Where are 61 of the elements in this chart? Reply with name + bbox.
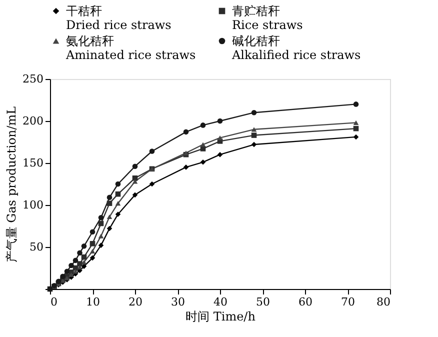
point	[115, 201, 121, 206]
point	[81, 260, 87, 264]
point	[132, 192, 138, 198]
y-tick-label: 200	[22, 114, 44, 128]
x-axis-title: 时间 Time/h	[186, 310, 256, 324]
point	[106, 226, 112, 232]
point	[132, 164, 138, 169]
y-axis-title: 产气量 Gas production/mL	[4, 106, 19, 263]
point	[64, 268, 70, 274]
point	[149, 181, 155, 187]
point	[200, 142, 206, 147]
y-tick-label: 100	[22, 198, 44, 212]
point	[200, 122, 206, 128]
point	[98, 214, 104, 220]
point	[77, 264, 82, 270]
point	[77, 250, 82, 256]
point	[115, 181, 121, 187]
x-tick-label: 10	[86, 296, 100, 308]
point	[68, 272, 74, 278]
point	[106, 200, 112, 206]
x-tick-label: 50	[256, 296, 270, 308]
point	[149, 148, 155, 154]
point	[98, 234, 104, 238]
x-tick-label: 0	[50, 296, 58, 308]
point	[353, 120, 359, 125]
point	[72, 269, 78, 274]
x-tick-label: 60	[298, 296, 312, 308]
point	[353, 134, 359, 140]
point	[68, 262, 74, 268]
legend-label: 干秸秆 Dried rice straws	[66, 4, 172, 32]
point	[132, 179, 138, 184]
point	[106, 194, 112, 200]
point	[183, 129, 189, 135]
point	[106, 214, 112, 220]
point	[90, 248, 96, 254]
point	[132, 175, 138, 181]
legend-label: 青贮秸秆 Rice straws	[232, 4, 303, 32]
x-tick-label: 30	[171, 296, 185, 308]
point	[217, 136, 223, 140]
y-tick-label: 150	[22, 156, 44, 170]
legend-label: 碱化秸秆 Alkalified rice straws	[231, 34, 361, 62]
x-tick-label: 80	[376, 296, 390, 308]
point	[217, 118, 223, 124]
point	[90, 255, 96, 261]
point	[353, 102, 359, 107]
point	[251, 132, 257, 138]
point	[81, 244, 87, 249]
point	[72, 258, 78, 264]
point	[90, 240, 96, 246]
x-tick-label: 20	[128, 296, 142, 308]
y-tick-label: 50	[30, 240, 44, 254]
point	[217, 152, 223, 158]
point	[251, 142, 257, 148]
y-tick-label: 250	[22, 72, 44, 86]
point	[60, 274, 66, 280]
point	[251, 110, 257, 116]
point	[90, 229, 96, 235]
point	[251, 127, 257, 132]
x-tick-label: 70	[341, 296, 355, 308]
x-tick-label: 40	[214, 296, 228, 308]
legend-label: 氨化秸秆 Aminated rice straws	[65, 34, 196, 62]
